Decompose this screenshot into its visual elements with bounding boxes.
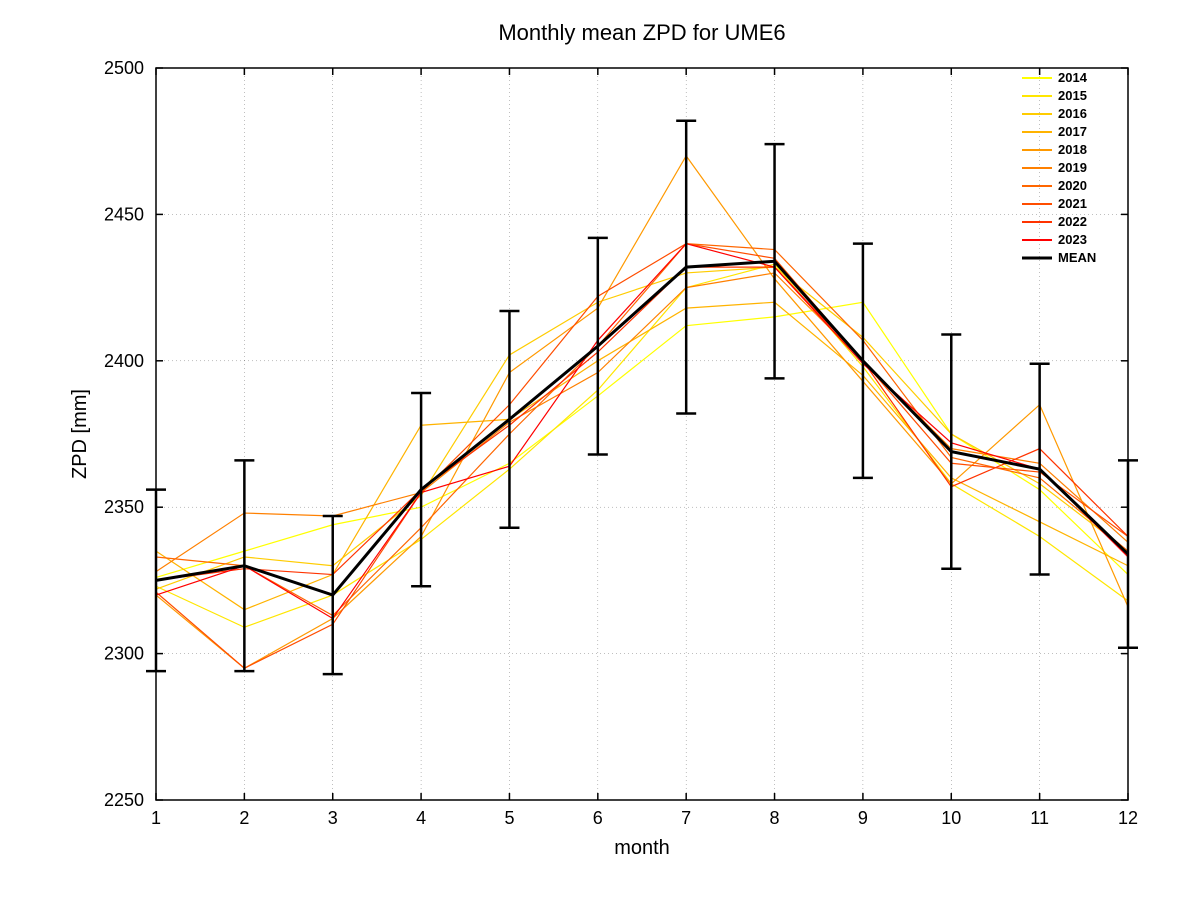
legend-label: 2023	[1058, 232, 1087, 247]
x-axis-label: month	[614, 837, 670, 859]
xtick-label: 1	[151, 808, 161, 828]
legend-label: 2017	[1058, 124, 1087, 139]
y-axis-label: ZPD [mm]	[69, 389, 91, 479]
ytick-label: 2250	[104, 790, 144, 810]
ytick-label: 2450	[104, 204, 144, 224]
legend-label: 2021	[1058, 196, 1087, 211]
xtick-label: 9	[858, 808, 868, 828]
legend-label: 2014	[1058, 70, 1088, 85]
chart-title: Monthly mean ZPD for UME6	[498, 20, 785, 45]
xtick-label: 11	[1030, 808, 1049, 828]
xtick-label: 2	[239, 808, 249, 828]
xtick-label: 10	[941, 808, 961, 828]
xtick-label: 5	[504, 808, 514, 828]
xtick-label: 3	[328, 808, 338, 828]
legend-label: 2015	[1058, 88, 1087, 103]
xtick-label: 4	[416, 808, 426, 828]
legend-label: 2022	[1058, 214, 1087, 229]
legend-label: 2016	[1058, 106, 1087, 121]
legend-label: 2019	[1058, 160, 1087, 175]
ytick-label: 2300	[104, 644, 144, 664]
legend-label: 2018	[1058, 142, 1087, 157]
legend-label: MEAN	[1058, 250, 1096, 265]
xtick-label: 6	[593, 808, 603, 828]
zpd-chart: 123456789101112225023002350240024502500m…	[0, 0, 1201, 901]
ytick-label: 2400	[104, 351, 144, 371]
xtick-label: 7	[681, 808, 691, 828]
xtick-label: 12	[1118, 808, 1138, 828]
legend-label: 2020	[1058, 178, 1087, 193]
xtick-label: 8	[770, 808, 780, 828]
chart-container: 123456789101112225023002350240024502500m…	[0, 0, 1201, 901]
ytick-label: 2500	[104, 58, 144, 78]
ytick-label: 2350	[104, 497, 144, 517]
